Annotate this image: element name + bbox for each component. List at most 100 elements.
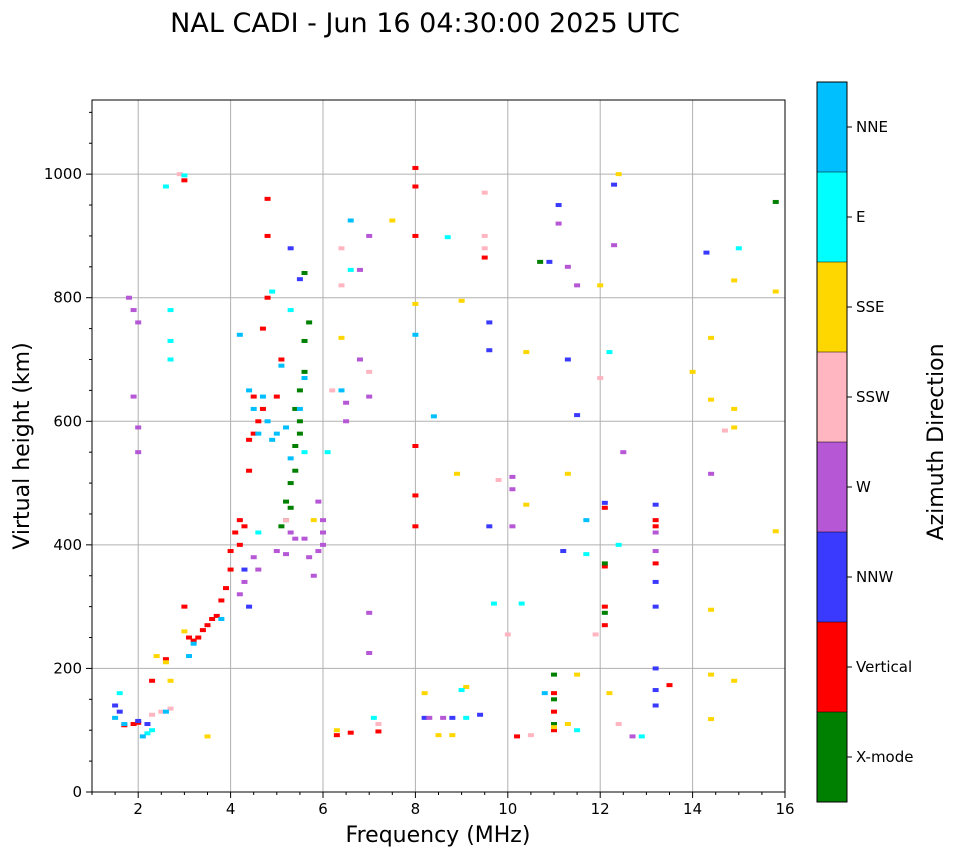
- data-point: [190, 641, 197, 646]
- data-point: [652, 524, 659, 529]
- data-point: [486, 524, 493, 529]
- series-e: [116, 173, 742, 739]
- data-point: [241, 579, 248, 584]
- data-point: [629, 734, 636, 739]
- data-point: [481, 246, 488, 251]
- data-point: [537, 259, 544, 264]
- data-point: [135, 718, 142, 723]
- data-point: [246, 388, 253, 393]
- data-point: [259, 326, 266, 331]
- y-tick-label: 400: [53, 536, 82, 554]
- data-point: [204, 623, 211, 628]
- y-tick-label: 600: [53, 412, 82, 430]
- data-point: [463, 715, 470, 720]
- data-point: [615, 722, 622, 727]
- data-point: [287, 481, 294, 486]
- data-point: [652, 703, 659, 708]
- data-point: [273, 549, 280, 554]
- data-point: [574, 728, 581, 733]
- data-point: [347, 730, 354, 735]
- data-point: [430, 414, 437, 419]
- data-point: [412, 233, 419, 238]
- data-point: [421, 691, 428, 696]
- data-point: [551, 722, 557, 727]
- data-point: [564, 471, 571, 476]
- data-point: [301, 536, 308, 541]
- data-point: [708, 717, 715, 722]
- data-point: [255, 567, 262, 572]
- data-point: [555, 221, 562, 226]
- y-tick-label: 200: [53, 659, 82, 677]
- data-point: [153, 654, 160, 659]
- data-point: [601, 561, 608, 566]
- data-point: [250, 394, 257, 399]
- data-point: [287, 308, 294, 313]
- data-point: [186, 635, 193, 640]
- y-tick-label: 1000: [44, 165, 82, 183]
- data-point: [158, 709, 165, 714]
- data-point: [421, 715, 428, 720]
- data-point: [453, 471, 460, 476]
- data-point: [255, 419, 262, 424]
- colorbar-category-label: NNE: [856, 118, 888, 136]
- data-point: [772, 199, 779, 204]
- data-point: [435, 733, 442, 738]
- data-point: [255, 530, 262, 535]
- data-point: [116, 709, 123, 714]
- data-point: [486, 348, 493, 353]
- data-point: [343, 419, 350, 424]
- data-point: [296, 419, 303, 424]
- data-point: [389, 218, 396, 223]
- data-point: [652, 549, 659, 554]
- colorbar-frame: [816, 81, 848, 803]
- data-point: [204, 734, 211, 739]
- colorbar-category-label: NNW: [856, 568, 893, 586]
- data-point: [551, 697, 557, 702]
- colorbar: X-mode Vertical NNW W SSW SSE E NNE: [816, 81, 913, 803]
- data-point: [412, 184, 419, 189]
- data-point: [481, 190, 488, 195]
- data-point: [246, 437, 253, 442]
- data-point: [301, 369, 308, 374]
- data-point: [366, 369, 373, 374]
- data-point: [708, 335, 715, 340]
- data-point: [615, 542, 622, 547]
- data-point: [356, 267, 363, 272]
- data-point: [283, 425, 290, 430]
- data-point: [167, 357, 174, 362]
- colorbar-segment: [817, 82, 847, 172]
- data-point: [583, 518, 590, 523]
- data-point: [273, 394, 280, 399]
- data-point: [264, 295, 271, 300]
- data-point: [772, 289, 779, 294]
- data-point: [606, 691, 613, 696]
- data-point: [708, 607, 715, 612]
- data-point: [181, 178, 188, 183]
- data-point: [112, 703, 119, 708]
- data-point: [181, 173, 188, 178]
- data-point: [236, 518, 243, 523]
- data-point: [296, 277, 303, 282]
- data-point: [236, 592, 243, 597]
- y-axis-label: Virtual height (km): [10, 342, 35, 549]
- y-axis-ticks: 0 200 400 600 800 1000: [44, 111, 92, 801]
- data-point: [130, 394, 137, 399]
- data-point: [458, 688, 465, 693]
- data-point: [514, 734, 521, 739]
- data-point: [218, 617, 225, 621]
- colorbar-segment: [817, 352, 847, 442]
- data-point: [601, 564, 608, 569]
- data-point: [273, 431, 280, 436]
- data-point: [287, 505, 294, 510]
- data-point: [264, 233, 271, 238]
- data-point: [149, 678, 156, 683]
- data-point: [116, 691, 123, 696]
- data-point: [551, 725, 557, 730]
- data-point: [601, 505, 608, 510]
- data-point: [167, 706, 174, 711]
- data-point: [440, 715, 447, 720]
- data-point: [167, 338, 174, 343]
- data-point: [347, 267, 354, 272]
- colorbar-segment: [817, 262, 847, 352]
- data-point: [486, 320, 493, 325]
